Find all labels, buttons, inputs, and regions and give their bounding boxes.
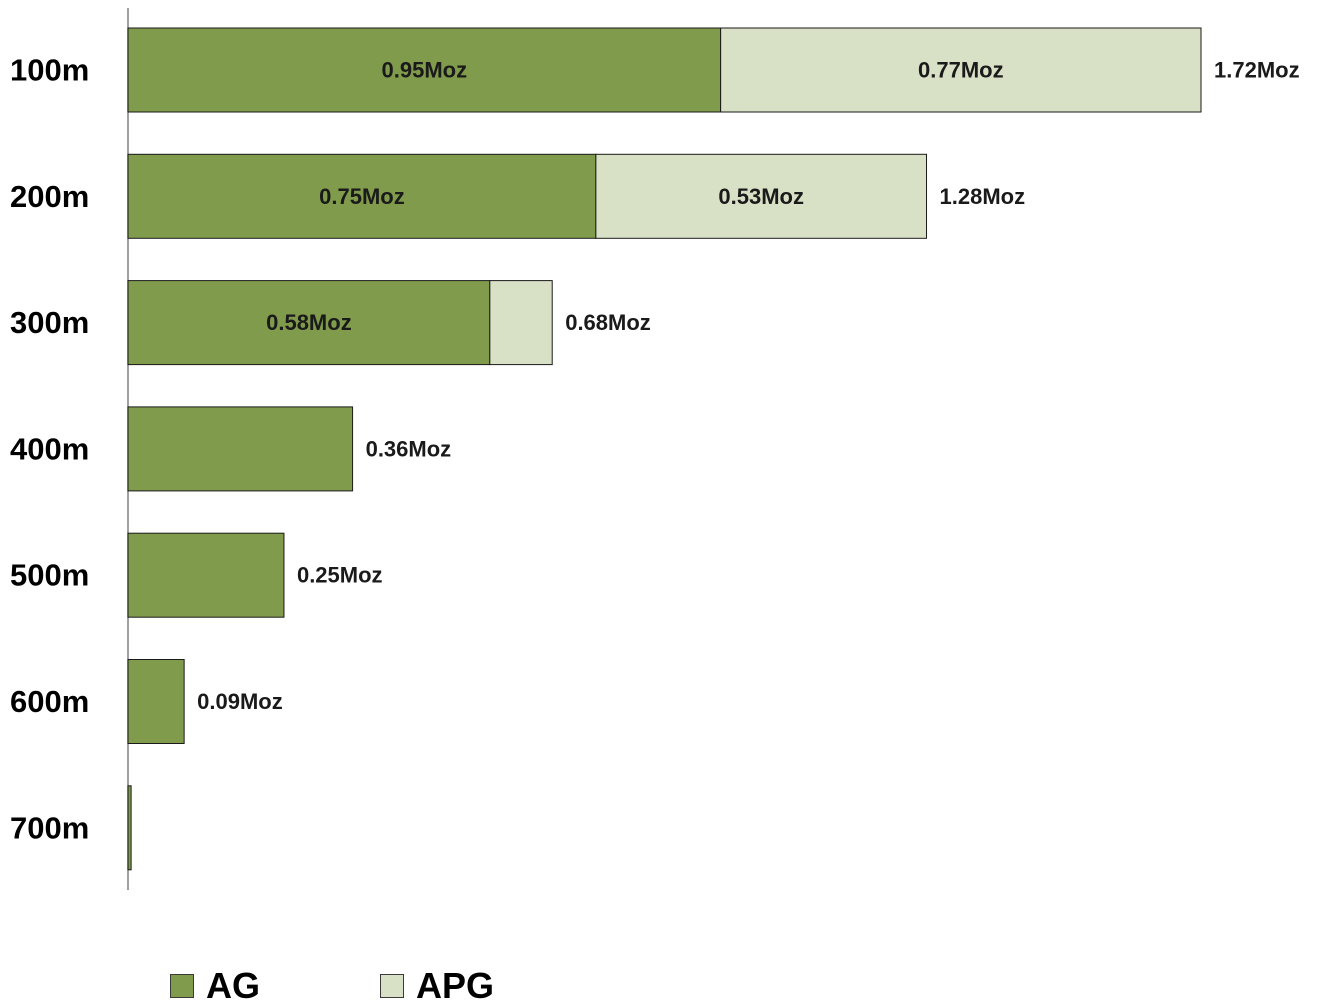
category-label-400m: 400m <box>10 431 89 466</box>
total-label-600m: 0.09Moz <box>197 689 283 714</box>
category-label-200m: 200m <box>10 179 89 214</box>
bars-layer <box>127 27 1202 871</box>
total-label-400m: 0.36Moz <box>366 436 452 461</box>
bar-ag-700m <box>127 785 132 871</box>
category-label-600m: 600m <box>10 684 89 719</box>
legend-swatch-apg <box>380 974 404 998</box>
segment-label-apg-100m: 0.77Moz <box>918 58 1004 83</box>
category-label-100m: 100m <box>10 53 89 88</box>
bar-ag-600m <box>127 659 185 744</box>
stacked-bar-chart: 100m 0.95Moz 0.77Moz 1.72Moz 200m 0.75Moz 0.53… <box>10 8 1300 890</box>
bar-apg-200m <box>595 153 928 239</box>
category-label-500m: 500m <box>10 558 89 593</box>
total-label-500m: 0.25Moz <box>297 563 383 588</box>
legend-item-apg: APG <box>380 966 494 1006</box>
legend-label-apg: APG <box>416 965 495 1006</box>
labels-layer: 100m 0.95Moz 0.77Moz 1.72Moz 200m 0.75Moz 0.53… <box>10 53 1300 846</box>
total-label-200m: 1.28Moz <box>940 184 1026 209</box>
segment-label-apg-200m: 0.53Moz <box>718 184 804 209</box>
category-label-300m: 300m <box>10 305 89 340</box>
bar-ag-400m <box>127 406 354 492</box>
total-label-300m: 0.68Moz <box>565 310 651 335</box>
segment-label-ag-200m: 0.75Moz <box>319 184 405 209</box>
bar-apg-300m <box>489 280 553 366</box>
legend-label-ag: AG <box>206 965 260 1006</box>
bar-apg-100m <box>720 27 1202 113</box>
category-label-700m: 700m <box>10 810 89 845</box>
total-label-100m: 1.72Moz <box>1214 58 1300 83</box>
segment-label-ag-300m: 0.58Moz <box>266 310 352 335</box>
legend: AG APG <box>170 966 614 1006</box>
bar-ag-200m <box>127 153 597 239</box>
legend-item-ag: AG <box>170 966 260 1006</box>
segment-label-ag-100m: 0.95Moz <box>382 58 468 83</box>
bar-ag-500m <box>127 532 285 618</box>
legend-swatch-ag <box>170 974 194 998</box>
bar-ag-100m <box>127 27 722 113</box>
